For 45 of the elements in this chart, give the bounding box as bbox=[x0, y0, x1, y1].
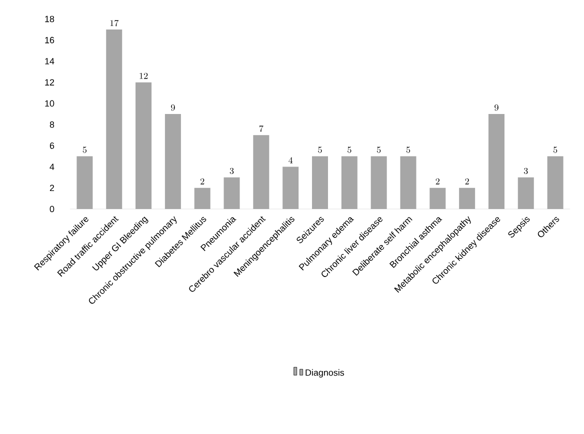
data-label: 5 bbox=[553, 146, 558, 153]
data-label: 2 bbox=[200, 178, 204, 184]
y-tick-label: 16 bbox=[45, 36, 54, 44]
legend-label: Diagnosis bbox=[306, 369, 344, 378]
data-label: 5 bbox=[348, 146, 352, 153]
bar bbox=[282, 166, 299, 210]
y-tick-label: 18 bbox=[45, 16, 54, 22]
y-tick-label: 4 bbox=[50, 164, 54, 170]
data-label: 7 bbox=[259, 126, 264, 132]
bar bbox=[488, 114, 504, 210]
bar bbox=[459, 188, 476, 210]
bar bbox=[164, 114, 181, 210]
bar bbox=[194, 188, 210, 210]
data-label: 2 bbox=[465, 178, 469, 184]
y-tick-label: 0 bbox=[50, 206, 54, 212]
data-label: 9 bbox=[171, 104, 175, 111]
bar bbox=[370, 156, 387, 210]
data-label: 17 bbox=[110, 20, 119, 26]
bar bbox=[430, 188, 446, 210]
y-tick-label: 8 bbox=[50, 121, 54, 128]
y-tick-label: 12 bbox=[45, 79, 54, 86]
data-label: 3 bbox=[524, 168, 528, 174]
bar bbox=[547, 156, 564, 210]
bar bbox=[106, 30, 122, 210]
bar bbox=[136, 82, 152, 210]
y-tick-label: 14 bbox=[45, 58, 54, 64]
data-label: 9 bbox=[494, 104, 498, 111]
y-tick-label: 10 bbox=[45, 100, 54, 107]
data-label: 5 bbox=[318, 146, 322, 153]
bar bbox=[253, 135, 270, 210]
data-label: 5 bbox=[82, 146, 87, 153]
bar bbox=[400, 156, 416, 210]
bar bbox=[224, 177, 240, 210]
data-label: 5 bbox=[406, 146, 410, 153]
data-label: 4 bbox=[288, 157, 293, 164]
y-tick-label: 2 bbox=[50, 184, 54, 192]
y-tick-label: 6 bbox=[50, 142, 54, 149]
bar bbox=[76, 156, 93, 210]
data-label: 5 bbox=[376, 146, 381, 153]
bar bbox=[518, 177, 534, 210]
data-label: 3 bbox=[230, 168, 234, 174]
bar bbox=[312, 156, 328, 210]
bar bbox=[341, 156, 358, 210]
data-label: 2 bbox=[436, 178, 440, 184]
data-label: 12 bbox=[140, 72, 148, 79]
